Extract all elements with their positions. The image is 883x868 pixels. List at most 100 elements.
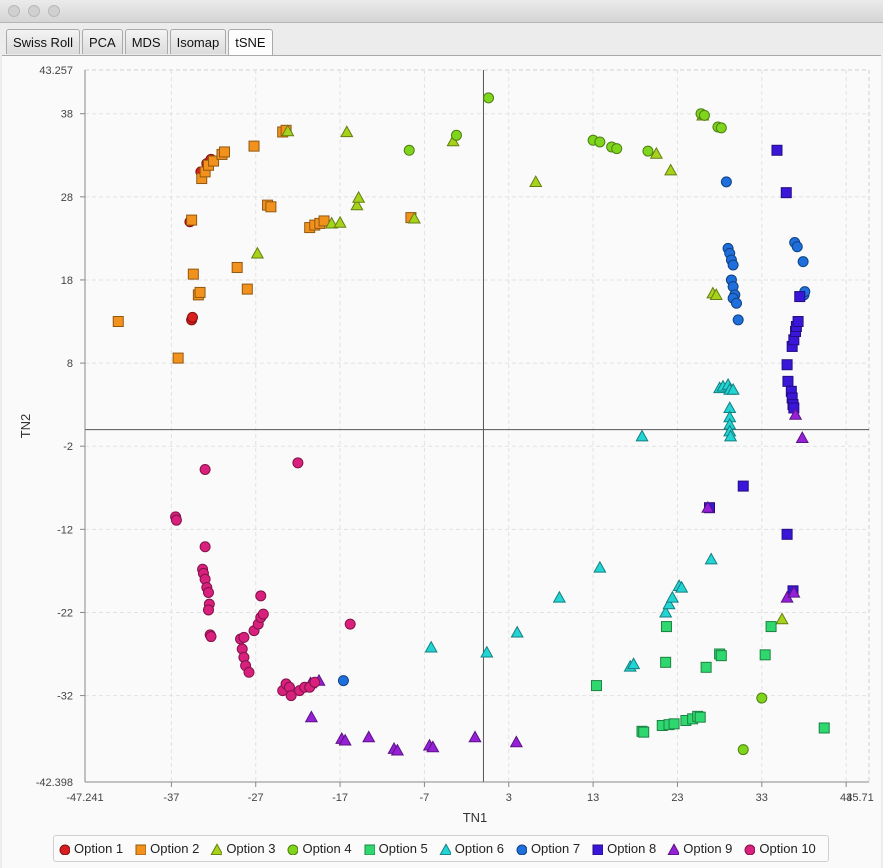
legend-square-icon (135, 844, 147, 855)
data-point (255, 590, 267, 602)
data-point (730, 297, 742, 309)
data-point (781, 528, 793, 540)
series-option-7 (337, 176, 811, 687)
data-point (675, 580, 689, 593)
data-point (788, 407, 803, 420)
zoom-window-button[interactable] (48, 5, 60, 17)
legend-circle-icon (287, 844, 299, 855)
data-point (727, 259, 739, 271)
x-axis-title: TN1 (463, 810, 488, 825)
x-tick-label: 43 (840, 792, 852, 804)
chart-legend: Option 1 Option 2 Option 3 Option 4 Option 5… (53, 835, 829, 862)
y-tick-label: -22 (57, 607, 73, 619)
data-point (243, 666, 255, 678)
legend-item: Option 5 (363, 841, 428, 856)
minimize-window-button[interactable] (28, 5, 40, 17)
data-point (426, 740, 440, 753)
legend-triangle-icon (439, 842, 451, 855)
x-tick-label: 13 (587, 792, 599, 804)
axes: -37 -27 -17 -7 3 13 23 33 43 38 28 18 8 -2 -12 -22 -32 -4… (36, 65, 874, 804)
data-point (737, 744, 749, 756)
legend-item: Option 9 (667, 841, 732, 856)
data-point (759, 649, 771, 661)
data-point (720, 176, 732, 188)
legend-marker (135, 844, 147, 855)
data-point (325, 216, 339, 229)
data-point (424, 640, 438, 653)
data-point (480, 645, 494, 658)
data-point (199, 463, 211, 475)
legend-item: Option 8 (591, 841, 656, 856)
data-point (665, 590, 679, 603)
data-point (172, 352, 184, 364)
data-point (594, 136, 606, 148)
legend-marker (59, 844, 70, 855)
data-point (483, 92, 495, 104)
data-point (194, 286, 206, 298)
data-point (635, 429, 649, 442)
data-point (818, 722, 830, 734)
y-tick-label: -32 (57, 691, 73, 703)
series-option-10 (170, 457, 356, 702)
x-tick-label: -17 (332, 792, 348, 804)
data-point (626, 657, 641, 670)
data-point (715, 122, 727, 134)
x-min-label: -47.241 (66, 792, 103, 804)
legend-item: Option 7 (515, 841, 580, 856)
tab-tsne[interactable]: tSNE (228, 29, 273, 56)
data-point (248, 140, 260, 152)
data-point (593, 560, 607, 573)
data-point (285, 690, 297, 702)
x-max-label: 45.71 (846, 792, 874, 804)
data-point (552, 590, 566, 603)
legend-triangle-icon (210, 842, 223, 855)
data-point (638, 726, 650, 738)
tab-pca[interactable]: PCA (81, 29, 123, 54)
series-option-6 (424, 377, 740, 672)
data-point (664, 163, 678, 176)
data-point (765, 621, 777, 633)
data-point (390, 743, 405, 756)
data-point (281, 124, 295, 137)
tab-isomap[interactable]: Isomap (169, 29, 227, 54)
data-point (318, 215, 330, 227)
legend-marker (439, 842, 451, 855)
legend-item: Option 3 (210, 841, 275, 856)
data-point (698, 109, 710, 121)
data-point (659, 605, 673, 618)
x-tick-label: 23 (671, 792, 683, 804)
legend-label: Option 3 (226, 841, 276, 856)
y-tick-label: -2 (63, 441, 73, 453)
series-option-3 (250, 108, 789, 625)
y-tick-label: 8 (67, 358, 73, 370)
data-point (186, 214, 198, 226)
data-point (795, 431, 809, 443)
y-min-label: -42.398 (36, 777, 73, 789)
grid-lines (85, 70, 869, 782)
y-max-label: 43.257 (39, 65, 73, 77)
y-axis-title: TN2 (18, 414, 33, 439)
y-tick-label: 28 (61, 192, 73, 204)
close-window-button[interactable] (8, 5, 20, 17)
legend-item: Option 10 (743, 841, 816, 856)
legend-square-icon (364, 844, 375, 855)
series-option-4 (403, 92, 768, 756)
data-point (231, 261, 243, 273)
data-point (265, 201, 277, 213)
data-point (403, 144, 415, 156)
data-point (241, 283, 253, 295)
legend-label: Option 6 (454, 841, 504, 856)
zero-lines (85, 70, 869, 782)
legend-label: Option 8 (607, 841, 657, 856)
tab-mds[interactable]: MDS (124, 29, 168, 54)
legend-label: Option 2 (150, 841, 200, 856)
tab-swiss-roll[interactable]: Swiss Roll (6, 29, 80, 54)
data-point (202, 586, 214, 598)
data-point (187, 268, 199, 280)
data-point (704, 552, 718, 565)
x-tick-label: -37 (163, 792, 179, 804)
data-point (694, 711, 706, 723)
data-point (112, 316, 124, 328)
y-tick-label: 38 (61, 109, 73, 121)
data-point (709, 288, 723, 301)
